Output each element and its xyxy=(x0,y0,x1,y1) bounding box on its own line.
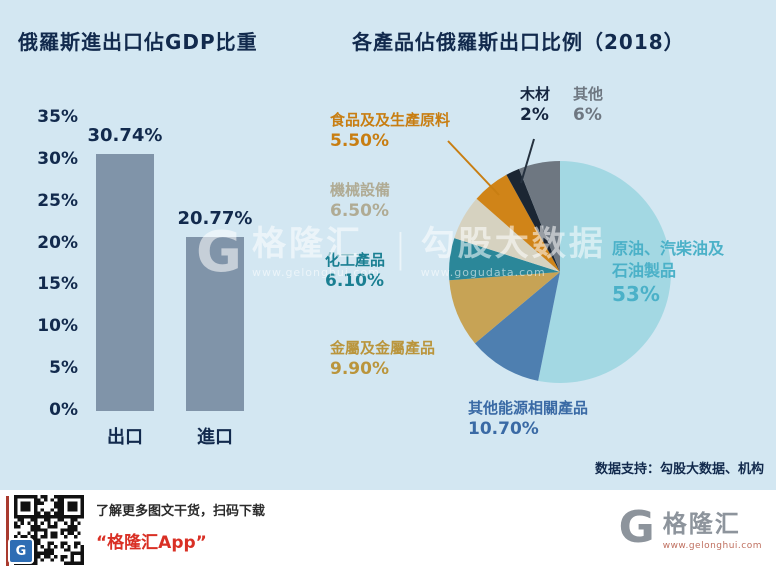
pie-slice-化工產品 xyxy=(448,238,560,281)
pie-label-text: 化工產品 xyxy=(325,251,386,269)
pie-slice-木材 xyxy=(506,168,560,272)
pie-label-text: 木材 xyxy=(520,85,551,103)
y-tick-label: 20% xyxy=(37,232,78,253)
pie-label-text: 其他 xyxy=(573,85,604,103)
pie-label-text: 石油製品 xyxy=(612,260,677,280)
pie-label-other: 其他 6% xyxy=(573,84,603,127)
y-tick-label: 25% xyxy=(37,190,78,211)
pie-label-text: 食品及及生產原料 xyxy=(330,111,451,129)
pie-label-metals: 金屬及金屬產品 9.90% xyxy=(330,338,435,381)
bar-chart-title: 俄羅斯進出口佔GDP比重 xyxy=(18,30,258,54)
pie-label-chemicals: 化工產品 6.10% xyxy=(325,250,385,293)
bar-value-label: 30.74% xyxy=(87,124,163,146)
bar-category-label: 進口 xyxy=(197,427,233,448)
gelonghui-logo-footer-icon: G xyxy=(618,501,655,553)
pie-label-food: 食品及及生產原料 5.50% xyxy=(330,110,450,153)
footer-brand-name: 格隆汇 xyxy=(662,510,741,538)
pie-label-oil: 原油、汽柴油及 石油製品 53% xyxy=(612,238,724,308)
pie-slice-金屬及金屬產品 xyxy=(449,272,560,344)
pie-slice-食品及及生產原料 xyxy=(476,174,560,272)
pie-label-value: 6.50% xyxy=(330,201,389,222)
footer-promo: 了解更多图文干货，扫码下载 “格隆汇App” xyxy=(96,500,265,553)
qr-badge-letter: G xyxy=(15,543,27,559)
pie-slice-其他能源相關產品 xyxy=(474,272,560,381)
pie-slice-原油、汽柴油及石油製品 xyxy=(538,161,672,383)
pie-label-value: 53% xyxy=(612,282,660,307)
footer: G 了解更多图文干货，扫码下载 “格隆汇App” G 格隆汇 www.gelon… xyxy=(0,490,776,572)
pie-chart-title: 各產品佔俄羅斯出口比例（2018） xyxy=(352,30,685,54)
y-tick-label: 35% xyxy=(37,107,78,127)
pie-label-value: 6.10% xyxy=(325,271,384,292)
pie-label-text: 機械設備 xyxy=(330,181,391,199)
footer-brand-lockup: G 格隆汇 www.gelonghui.com xyxy=(619,504,762,551)
pie-label-other-energy: 其他能源相關產品 10.70% xyxy=(468,398,588,441)
y-tick-label: 10% xyxy=(37,316,78,337)
bar xyxy=(96,153,154,411)
bar-group-出口: 30.74% 出口 xyxy=(88,118,163,448)
y-tick-label: 15% xyxy=(37,274,78,295)
pie-slice-機械設備 xyxy=(454,198,560,272)
pie-label-wood: 木材 2% xyxy=(520,84,550,127)
pie-label-value: 9.90% xyxy=(330,359,389,380)
bar-plot: 30.74% 出口 20.77% 進口 xyxy=(88,118,290,448)
gelonghui-logo-qr-badge: G xyxy=(8,538,34,564)
footer-brand-url: www.gelonghui.com xyxy=(662,541,762,551)
pie-label-value: 5.50% xyxy=(330,131,389,152)
bar-chart: 35% 30% 25% 20% 15% 10% 5% 0% 30.74% 出口 20.77% 進口 xyxy=(20,107,290,448)
pie-slice-其他 xyxy=(519,161,560,272)
pie-label-value: 10.70% xyxy=(468,419,539,440)
y-tick-label: 30% xyxy=(37,148,78,169)
bar-yaxis: 35% 30% 25% 20% 15% 10% 5% 0% xyxy=(20,107,78,420)
pie-label-value: 6% xyxy=(573,105,602,126)
pie-label-machinery: 機械設備 6.50% xyxy=(330,180,390,223)
pie-label-value: 2% xyxy=(520,105,549,126)
pie-label-text: 原油、汽柴油及 xyxy=(612,239,725,258)
footer-red-divider xyxy=(6,496,9,566)
y-tick-label: 0% xyxy=(49,400,78,420)
promo-text: 了解更多图文干货，扫码下载 xyxy=(96,504,266,519)
pie-label-text: 金屬及金屬產品 xyxy=(330,339,436,357)
data-credit: 数据支持：勾股大数据、机构 xyxy=(594,462,764,477)
bar-value-label: 20.77% xyxy=(177,208,253,230)
bar-category-label: 出口 xyxy=(107,427,143,448)
pie-label-text: 其他能源相關產品 xyxy=(468,399,589,417)
watermark-divider: | xyxy=(393,226,407,270)
bar xyxy=(186,237,244,411)
app-name-text: “格隆汇App” xyxy=(96,533,207,553)
y-tick-label: 5% xyxy=(49,358,78,379)
pie-chart xyxy=(448,161,672,383)
bar-group-進口: 20.77% 進口 xyxy=(178,118,253,448)
